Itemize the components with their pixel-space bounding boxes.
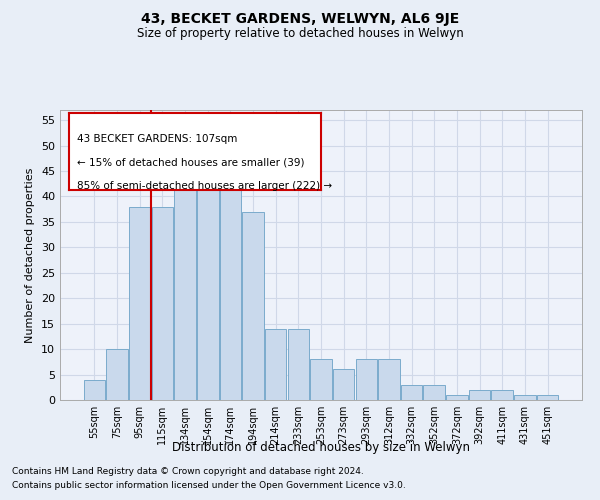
Bar xyxy=(129,206,151,400)
Bar xyxy=(310,360,332,400)
Bar xyxy=(242,212,264,400)
Bar xyxy=(401,384,422,400)
Bar xyxy=(424,384,445,400)
Text: 43 BECKET GARDENS: 107sqm: 43 BECKET GARDENS: 107sqm xyxy=(77,134,237,144)
Text: 43, BECKET GARDENS, WELWYN, AL6 9JE: 43, BECKET GARDENS, WELWYN, AL6 9JE xyxy=(141,12,459,26)
Bar xyxy=(469,390,490,400)
Bar xyxy=(152,206,173,400)
Bar xyxy=(106,349,128,400)
Bar xyxy=(537,395,558,400)
Bar xyxy=(333,370,355,400)
Bar xyxy=(446,395,467,400)
Y-axis label: Number of detached properties: Number of detached properties xyxy=(25,168,35,342)
Text: ← 15% of detached houses are smaller (39): ← 15% of detached houses are smaller (39… xyxy=(77,158,304,168)
Bar xyxy=(287,329,309,400)
Bar xyxy=(197,181,218,400)
Bar xyxy=(514,395,536,400)
Text: Size of property relative to detached houses in Welwyn: Size of property relative to detached ho… xyxy=(137,28,463,40)
Bar xyxy=(220,181,241,400)
Bar xyxy=(378,360,400,400)
Bar xyxy=(491,390,513,400)
Bar xyxy=(356,360,377,400)
Bar xyxy=(84,380,105,400)
Text: Distribution of detached houses by size in Welwyn: Distribution of detached houses by size … xyxy=(172,441,470,454)
Text: Contains public sector information licensed under the Open Government Licence v3: Contains public sector information licen… xyxy=(12,481,406,490)
Bar xyxy=(175,166,196,400)
Bar xyxy=(265,329,286,400)
Text: Contains HM Land Registry data © Crown copyright and database right 2024.: Contains HM Land Registry data © Crown c… xyxy=(12,467,364,476)
Text: 85% of semi-detached houses are larger (222) →: 85% of semi-detached houses are larger (… xyxy=(77,180,332,190)
